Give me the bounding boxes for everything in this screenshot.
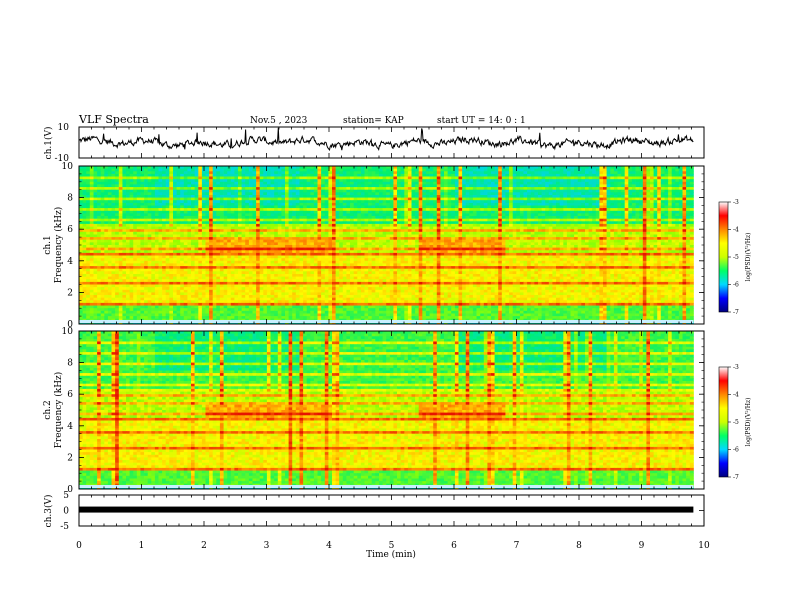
colorbar-label: log(PSD)(V²/Hz) bbox=[745, 398, 752, 447]
frequency-ylabel-line: ch.2 bbox=[43, 400, 53, 419]
time-tick-label: 6 bbox=[451, 541, 457, 551]
colorbar-tick-label: -6 bbox=[733, 282, 739, 289]
time-tick-label: 0 bbox=[76, 541, 82, 551]
colorbar-tick-label: -7 bbox=[733, 474, 739, 481]
colorbar-scale bbox=[718, 366, 729, 478]
time-tick-label: 7 bbox=[514, 541, 520, 551]
frequency-ylabel-line: Frequency (kHz) bbox=[53, 207, 64, 284]
time-axis-label: Time (min) bbox=[366, 549, 416, 560]
time-tick-label: 4 bbox=[326, 541, 332, 551]
frequency-tick-label: 2 bbox=[67, 288, 73, 298]
ch1-colorbar: -3 -4 -5 -6 -7 log(PSD)(V²/Hz) bbox=[718, 199, 752, 316]
frequency-tick-label: 6 bbox=[67, 390, 73, 400]
time-tick-label: 10 bbox=[698, 541, 710, 551]
colorbar-tick-label: -3 bbox=[733, 199, 739, 206]
colorbar-tick-label: -6 bbox=[733, 447, 739, 454]
ch3-y-ticks: 5 0 -5 bbox=[60, 491, 704, 532]
frequency-tick-label: 10 bbox=[62, 162, 74, 172]
frequency-tick-label: 4 bbox=[67, 257, 73, 267]
frequency-ylabel-line: ch.1 bbox=[43, 235, 53, 254]
ch1-waveform-panel: 10 -10 ch.1(V) bbox=[43, 123, 705, 164]
ch1-spectrogram-x-ticks bbox=[78, 166, 705, 324]
ch3-waveform-line bbox=[79, 506, 694, 513]
y-tick-label: 5 bbox=[63, 491, 69, 501]
start-time-label: start UT = 14: 0 : 1 bbox=[437, 116, 526, 126]
colorbar-tick-label: -5 bbox=[733, 254, 739, 261]
ch1-y-ticks: 10 -10 bbox=[55, 123, 704, 164]
frequency-tick-label: 6 bbox=[67, 225, 73, 235]
time-tick-label: 8 bbox=[576, 541, 582, 551]
ch2-frequency-ylabel: ch.2 Frequency (kHz) bbox=[43, 372, 64, 449]
ch1-waveform-trace bbox=[78, 127, 694, 151]
ch1-frequency-ticks: 0 2 4 6 8 10 bbox=[62, 162, 704, 330]
figure-title: VLF Spectra bbox=[78, 113, 149, 126]
ch2-frequency-ticks: 0 2 4 6 8 10 bbox=[62, 327, 704, 495]
ch1-x-ticks bbox=[78, 127, 705, 158]
ch2-spectrogram-x-ticks bbox=[78, 331, 705, 489]
time-tick-label: 1 bbox=[139, 541, 145, 551]
colorbar-tick-label: -3 bbox=[733, 364, 739, 371]
ch1-waveform-line bbox=[78, 127, 694, 151]
low-frequency-band bbox=[79, 485, 694, 488]
y-tick-label: 10 bbox=[58, 123, 70, 133]
frequency-ylabel-line: Frequency (kHz) bbox=[53, 372, 64, 449]
frequency-tick-label: 0 bbox=[67, 485, 73, 495]
y-tick-label: 0 bbox=[63, 507, 69, 517]
ch1-spectrogram-image bbox=[79, 166, 694, 325]
time-axis-tick-labels: 0 1 2 3 4 5 6 7 8 9 10 bbox=[76, 541, 710, 551]
colorbar-scale bbox=[718, 201, 729, 313]
colorbar-tick-label: -5 bbox=[733, 419, 739, 426]
ch1-frequency-ylabel: ch.1 Frequency (kHz) bbox=[43, 207, 64, 284]
colorbar-tick-label: -7 bbox=[733, 309, 739, 316]
ch1-spectrogram-panel: 0 2 4 6 8 10 ch.1 Frequency (kHz) -3 -4 -5 -6 -7 lo… bbox=[43, 162, 752, 330]
station-label: station= KAP bbox=[343, 116, 404, 126]
time-tick-label: 5 bbox=[389, 541, 395, 551]
ch2-spectrogram-panel: 0 2 4 6 8 10 ch.2 Frequency (kHz) -3 -4 -5 -6 -7 lo… bbox=[43, 327, 752, 495]
ch1-waveform-ylabel: ch.1(V) bbox=[43, 127, 54, 160]
date-label: Nov.5 , 2023 bbox=[250, 116, 308, 126]
colorbar-tick-label: -4 bbox=[733, 227, 739, 234]
frequency-tick-label: 4 bbox=[67, 422, 73, 432]
time-tick-label: 9 bbox=[639, 541, 645, 551]
frequency-tick-label: 2 bbox=[67, 453, 73, 463]
frequency-tick-label: 8 bbox=[67, 359, 73, 369]
ch3-waveform-panel: 5 0 -5 ch.3(V) bbox=[43, 491, 705, 532]
frequency-tick-label: 0 bbox=[67, 320, 73, 330]
frequency-tick-label: 10 bbox=[62, 327, 74, 337]
colorbar-tick-label: -4 bbox=[733, 392, 739, 399]
frequency-tick-label: 8 bbox=[67, 194, 73, 204]
colorbar-label: log(PSD)(V²/Hz) bbox=[745, 233, 752, 282]
ch3-waveform-ylabel: ch.3(V) bbox=[43, 495, 54, 528]
time-tick-label: 2 bbox=[201, 541, 207, 551]
time-tick-label: 3 bbox=[264, 541, 270, 551]
ch3-x-ticks bbox=[78, 495, 705, 526]
y-tick-label: -10 bbox=[55, 154, 70, 164]
ch2-spectrogram-image bbox=[79, 331, 694, 490]
ch3-waveform-trace bbox=[79, 506, 694, 513]
y-tick-label: -5 bbox=[60, 522, 69, 532]
ch2-colorbar: -3 -4 -5 -6 -7 log(PSD)(V²/Hz) bbox=[718, 364, 752, 481]
low-frequency-band bbox=[79, 320, 694, 323]
